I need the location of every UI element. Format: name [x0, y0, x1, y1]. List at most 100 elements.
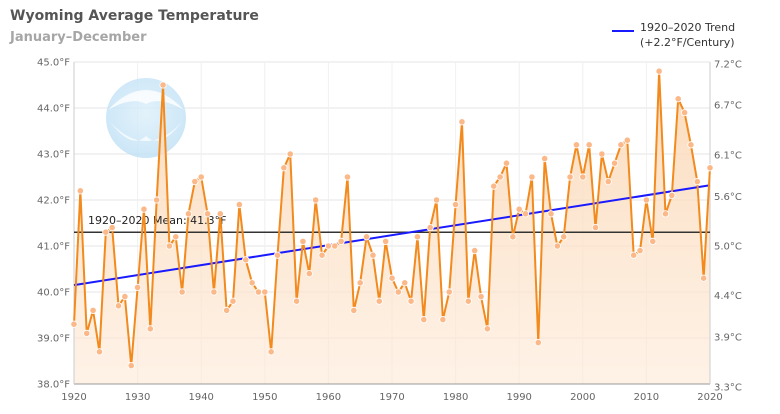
data-point — [191, 178, 199, 186]
data-point — [439, 315, 447, 324]
data-point — [184, 210, 193, 218]
data-point — [362, 233, 371, 241]
data-point — [432, 196, 441, 204]
data-point — [70, 320, 78, 328]
data-point — [229, 297, 237, 305]
x-tick: 2010 — [634, 392, 659, 403]
data-point — [617, 141, 625, 149]
data-point — [649, 237, 657, 245]
data-point — [134, 283, 142, 291]
data-point — [445, 288, 453, 296]
data-point — [350, 306, 358, 314]
data-point — [83, 329, 91, 337]
data-point — [223, 306, 231, 314]
y-tick-left: 39.0°F — [37, 334, 70, 345]
data-point — [706, 164, 714, 172]
data-point — [534, 338, 542, 347]
data-point — [687, 141, 695, 149]
data-point — [197, 173, 205, 181]
y-tick-right: 3.3°C — [714, 382, 742, 393]
data-point — [502, 159, 511, 167]
data-point — [541, 155, 549, 163]
data-point — [630, 251, 638, 259]
data-point — [642, 196, 651, 204]
x-tick: 1980 — [443, 392, 468, 403]
data-point — [458, 118, 466, 126]
data-point — [490, 182, 498, 190]
data-point — [165, 242, 173, 250]
data-point — [477, 292, 485, 301]
data-point — [292, 297, 301, 305]
data-point — [172, 233, 180, 241]
data-point — [623, 136, 631, 144]
data-point — [159, 81, 167, 89]
tick-labels: 38.0°F 39.0°F 40.0°F 41.0°F 42.0°F 43.0°F 44.0… — [37, 58, 742, 404]
data-point — [521, 210, 530, 218]
data-point — [146, 325, 154, 333]
data-point — [254, 288, 263, 296]
y-tick-left: 42.0°F — [37, 196, 70, 207]
data-point — [451, 201, 460, 209]
chart-subtitle: January–December — [10, 30, 147, 45]
noaa-logo — [106, 78, 186, 158]
data-point — [286, 150, 294, 158]
data-point — [210, 288, 218, 296]
data-point — [591, 224, 600, 232]
y-tick-right: 4.4°C — [714, 291, 742, 302]
data-point — [585, 141, 593, 149]
data-point — [483, 325, 491, 333]
mean-label: 1920–2020 Mean: 41.3°F — [88, 214, 226, 227]
data-point — [566, 173, 574, 181]
data-point — [140, 205, 148, 213]
data-point — [496, 173, 504, 181]
x-tick: 1940 — [188, 392, 213, 403]
x-tick: 1970 — [379, 392, 404, 403]
data-points — [70, 67, 714, 370]
data-point — [127, 361, 135, 370]
data-point — [102, 228, 110, 236]
data-point — [216, 210, 224, 218]
y-tick-right: 6.1°C — [714, 150, 742, 161]
y-tick-left: 45.0°F — [37, 58, 70, 69]
data-point — [426, 224, 434, 232]
data-point — [528, 173, 536, 181]
x-tick: 2020 — [697, 392, 722, 403]
data-point — [693, 178, 701, 186]
data-point — [121, 292, 129, 301]
legend-trend-line1: 1920–2020 Trend — [640, 21, 736, 34]
y-tick-right: 7.2°C — [714, 59, 742, 70]
data-point — [420, 315, 428, 324]
data-point — [153, 196, 161, 204]
data-point — [598, 150, 606, 158]
area-fill — [74, 71, 710, 384]
data-point — [343, 173, 352, 181]
temperature-area — [74, 71, 710, 384]
data-point — [553, 242, 561, 250]
y-tick-right: 5.6°C — [714, 192, 742, 203]
data-point — [394, 288, 402, 296]
data-point — [655, 67, 663, 75]
data-point — [509, 233, 517, 241]
data-point — [560, 233, 568, 241]
y-tick-left: 44.0°F — [37, 104, 70, 115]
y-tick-left: 43.0°F — [37, 150, 70, 161]
legend-trend-swatch — [612, 30, 634, 32]
data-point — [579, 173, 587, 181]
data-point — [248, 279, 256, 287]
data-point — [413, 233, 422, 241]
chart-title: Wyoming Average Temperature — [10, 8, 259, 24]
data-point — [337, 237, 345, 245]
data-point — [280, 164, 288, 172]
data-point — [318, 251, 326, 259]
y-tick-right: 6.7°C — [714, 101, 742, 112]
y-tick-left: 41.0°F — [37, 242, 70, 253]
legend: 1920–2020 Trend (+2.2°F/Century) — [612, 20, 772, 52]
data-point — [401, 279, 409, 287]
data-point — [661, 210, 670, 218]
data-point — [547, 210, 555, 218]
data-point — [331, 242, 339, 250]
data-point — [610, 159, 619, 167]
data-point — [89, 306, 97, 314]
data-point — [700, 274, 708, 282]
